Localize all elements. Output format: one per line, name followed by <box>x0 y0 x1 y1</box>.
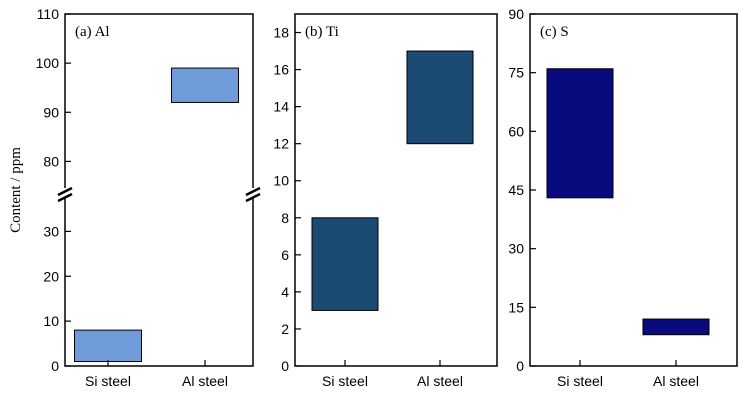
panel-al-title: (a) Al <box>75 24 110 40</box>
panel-al-axis-break-left-2 <box>57 192 73 203</box>
panel-ti-ytick-label-18: 18 <box>273 25 289 41</box>
panel-ti-bar-al-steel <box>406 50 474 145</box>
panel-al-ytick-label-0: 0 <box>51 358 59 374</box>
panel-ti-ytick-label-4: 4 <box>281 284 289 300</box>
panel-s-ytick-label-90: 90 <box>508 6 524 22</box>
panel-ti-ytick-label-6: 6 <box>281 247 289 263</box>
panel-ti-ytick-label-8: 8 <box>281 210 289 226</box>
panel-ti-ytick-label-0: 0 <box>281 358 289 374</box>
panel-ti-frame <box>294 13 498 367</box>
panel-s-ytick-label-0: 0 <box>516 358 524 374</box>
panel-ti-ytick-label-12: 12 <box>273 136 289 152</box>
panel-al: 0 10 20 30 80 90 100 110 Si steel Al steel (a) Al <box>36 6 261 389</box>
panel-al-ytick-label-80: 80 <box>43 153 59 169</box>
panel-s-title: (c) S <box>540 24 569 40</box>
panel-s-bar-si-steel <box>546 68 614 199</box>
panel-s: 0 15 30 45 60 75 90 Si steel Al steel (c) S <box>508 6 738 389</box>
panel-ti-xtick-label-si-steel: Si steel <box>322 373 368 389</box>
panel-s-ytick-label-15: 15 <box>508 299 524 315</box>
panel-ti-ytick-label-2: 2 <box>281 321 289 337</box>
panel-al-ytick-label-90: 90 <box>43 104 59 120</box>
panel-ti: 0 2 4 6 8 10 12 14 16 18 Si steel Al steel (b) Ti <box>273 13 498 389</box>
panel-ti-title: (b) Ti <box>305 24 339 40</box>
panel-ti-bar-si-steel <box>311 217 379 311</box>
panel-al-ytick-label-30: 30 <box>43 223 59 239</box>
panel-ti-xtick-label-al-steel: Al steel <box>417 373 463 389</box>
panel-al-ytick-label-20: 20 <box>43 268 59 284</box>
panel-s-xtick-label-si-steel: Si steel <box>557 373 603 389</box>
panel-s-bar-al-steel <box>642 318 710 336</box>
panel-s-ytick-label-30: 30 <box>508 241 524 257</box>
panel-al-axis-break-right-2 <box>245 192 261 203</box>
panel-al-xtick-label-si-steel: Si steel <box>85 373 131 389</box>
panel-al-bar-al-steel <box>171 67 239 103</box>
panel-al-ytick-label-110: 110 <box>37 6 60 22</box>
panel-al-xtick-label-al-steel: Al steel <box>182 373 228 389</box>
panel-ti-ytick-label-16: 16 <box>273 62 289 78</box>
panel-s-ytick-label-60: 60 <box>508 123 524 139</box>
panel-al-axis-break-left-1 <box>57 186 73 197</box>
panel-al-bar-si-steel <box>74 329 142 363</box>
panel-al-ytick-label-10: 10 <box>43 313 59 329</box>
y-axis-label: Content / ppm <box>8 147 24 233</box>
panel-s-ytick-label-45: 45 <box>508 182 524 198</box>
panel-al-axis-break-right-1 <box>245 186 261 197</box>
panel-s-ytick-label-75: 75 <box>508 65 524 81</box>
panel-ti-ytick-label-14: 14 <box>273 99 289 115</box>
panel-s-xtick-label-al-steel: Al steel <box>653 373 699 389</box>
panel-al-frame <box>64 13 254 367</box>
panel-ti-ytick-label-10: 10 <box>273 173 289 189</box>
panel-al-ytick-label-100: 100 <box>36 55 60 71</box>
